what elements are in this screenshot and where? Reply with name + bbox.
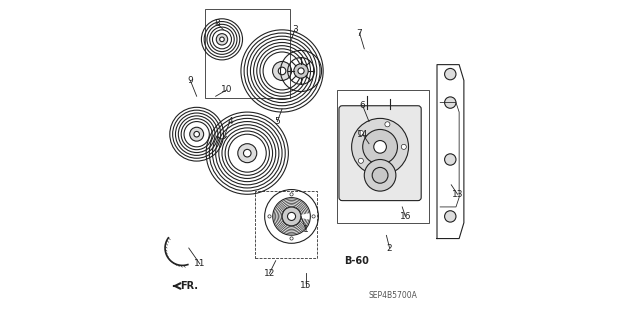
Text: 1: 1 — [303, 225, 308, 234]
Text: 12: 12 — [264, 269, 275, 278]
Text: 6: 6 — [360, 101, 365, 110]
FancyBboxPatch shape — [339, 106, 421, 201]
Text: 3: 3 — [292, 25, 298, 34]
Circle shape — [445, 69, 456, 80]
Circle shape — [358, 130, 364, 136]
Text: 4: 4 — [227, 117, 233, 126]
Circle shape — [282, 207, 301, 226]
Text: 7: 7 — [356, 28, 362, 38]
Text: 14: 14 — [357, 130, 369, 139]
Circle shape — [298, 68, 304, 74]
Text: 10: 10 — [221, 85, 232, 94]
Circle shape — [238, 144, 257, 163]
Circle shape — [351, 118, 408, 175]
Circle shape — [445, 211, 456, 222]
Text: B-60: B-60 — [344, 256, 369, 266]
Circle shape — [216, 33, 228, 45]
Circle shape — [194, 131, 200, 137]
Bar — [255, 191, 317, 257]
Text: 13: 13 — [452, 190, 463, 199]
Circle shape — [364, 160, 396, 191]
Circle shape — [385, 122, 390, 127]
Circle shape — [290, 237, 293, 240]
Bar — [205, 9, 290, 98]
Circle shape — [445, 154, 456, 165]
Circle shape — [189, 127, 204, 141]
Text: FR.: FR. — [174, 281, 198, 291]
Circle shape — [220, 37, 224, 41]
Circle shape — [287, 212, 296, 220]
Text: 8: 8 — [214, 19, 220, 28]
Circle shape — [243, 149, 251, 157]
Circle shape — [268, 215, 271, 218]
Circle shape — [290, 193, 293, 196]
Circle shape — [278, 67, 286, 75]
Circle shape — [385, 167, 390, 172]
Bar — [337, 90, 429, 223]
Circle shape — [358, 158, 364, 163]
Text: SEP4B5700A: SEP4B5700A — [368, 291, 417, 300]
Text: 11: 11 — [194, 259, 205, 268]
Circle shape — [374, 141, 387, 153]
Circle shape — [445, 97, 456, 108]
Text: 2: 2 — [387, 243, 392, 253]
Text: 15: 15 — [300, 281, 312, 291]
Circle shape — [273, 62, 292, 80]
Circle shape — [401, 144, 406, 149]
Text: 9: 9 — [188, 76, 193, 85]
Circle shape — [372, 167, 388, 183]
Text: 5: 5 — [275, 117, 280, 126]
Circle shape — [294, 64, 308, 78]
Text: 16: 16 — [399, 212, 411, 221]
Circle shape — [363, 130, 397, 164]
Circle shape — [312, 215, 315, 218]
